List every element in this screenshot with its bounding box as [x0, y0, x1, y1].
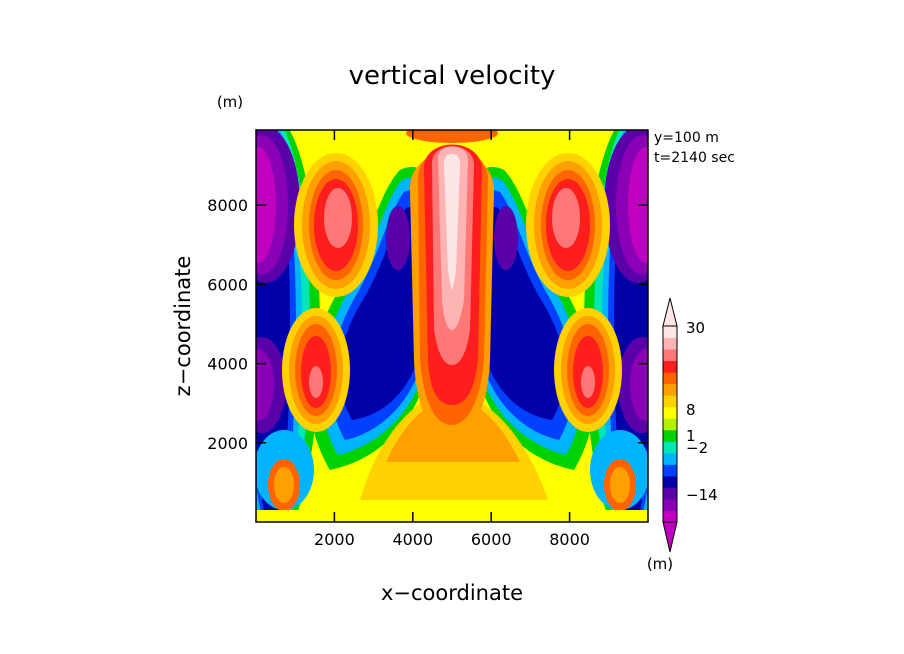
upper-cell-5-R	[552, 188, 580, 248]
y-axis-label: z−coordinate	[171, 256, 195, 397]
y-unit-label: (m)	[217, 93, 243, 111]
mid-cell-5-R	[581, 366, 595, 398]
colorbar-swatch	[663, 360, 677, 373]
plume-core	[443, 153, 461, 290]
colorbar-swatch	[663, 406, 677, 419]
x-tick-label: 6000	[471, 530, 512, 549]
colorbar-swatch	[663, 452, 677, 465]
colorbar-swatch	[663, 475, 677, 488]
colorbar-swatch	[663, 487, 677, 500]
contour-field	[256, 130, 648, 522]
upper-cell-5-L	[324, 188, 352, 248]
center-lobe-purple-L	[386, 206, 410, 270]
colorbar-swatch	[663, 349, 677, 362]
colorbar: 30 8 1−2 −14	[662, 297, 718, 553]
x-axis: 2000 4000 6000 8000	[314, 130, 590, 549]
colorbar-label: 1	[686, 427, 696, 445]
chart-title: vertical velocity	[349, 61, 556, 91]
colorbar-label: −14	[686, 486, 718, 504]
y-tick-label: 8000	[207, 196, 248, 215]
side-lower-violet-R	[630, 349, 648, 421]
x-tick-label: 8000	[549, 530, 590, 549]
colorbar-swatch	[663, 510, 677, 523]
colorbar-swatch	[663, 429, 677, 442]
info-line-y: y=100 m	[654, 130, 719, 146]
info-line-t: t=2140 sec	[654, 150, 735, 166]
corner-orange-inner-L	[274, 467, 294, 503]
colorbar-label: 30	[686, 319, 705, 337]
colorbar-top-arrow	[662, 297, 678, 327]
bottom-band	[256, 510, 648, 522]
colorbar-bottom-arrow	[662, 521, 678, 553]
side-lower-violet-L	[256, 349, 274, 421]
colorbar-swatch	[663, 464, 677, 477]
colorbar-swatch	[663, 395, 677, 408]
x-axis-label: x−coordinate	[381, 581, 523, 605]
colorbar-swatch	[663, 326, 677, 339]
colorbar-unit-label: (m)	[647, 555, 673, 573]
y-tick-label: 4000	[207, 355, 248, 374]
x-tick-label: 4000	[392, 530, 433, 549]
colorbar-frame	[662, 325, 678, 523]
colorbar-label: −2	[686, 439, 708, 457]
colorbar-label: 8	[686, 401, 696, 419]
plume-cap	[406, 130, 498, 143]
plot-frame	[255, 129, 649, 523]
colorbar-swatch	[663, 498, 677, 511]
colorbar-swatch	[663, 441, 677, 454]
mid-cell-5-L	[309, 366, 323, 398]
x-tick-label: 2000	[314, 530, 355, 549]
colorbar-swatch	[663, 372, 677, 385]
y-tick-label: 6000	[207, 275, 248, 294]
y-tick-label: 2000	[207, 434, 248, 453]
colorbar-swatch	[663, 383, 677, 396]
colorbar-swatch	[663, 418, 677, 431]
y-axis: 2000 4000 6000 8000	[207, 196, 648, 453]
center-lobe-purple-R	[494, 206, 518, 270]
corner-orange-inner-R	[610, 467, 630, 503]
colorbar-swatch	[663, 337, 677, 350]
